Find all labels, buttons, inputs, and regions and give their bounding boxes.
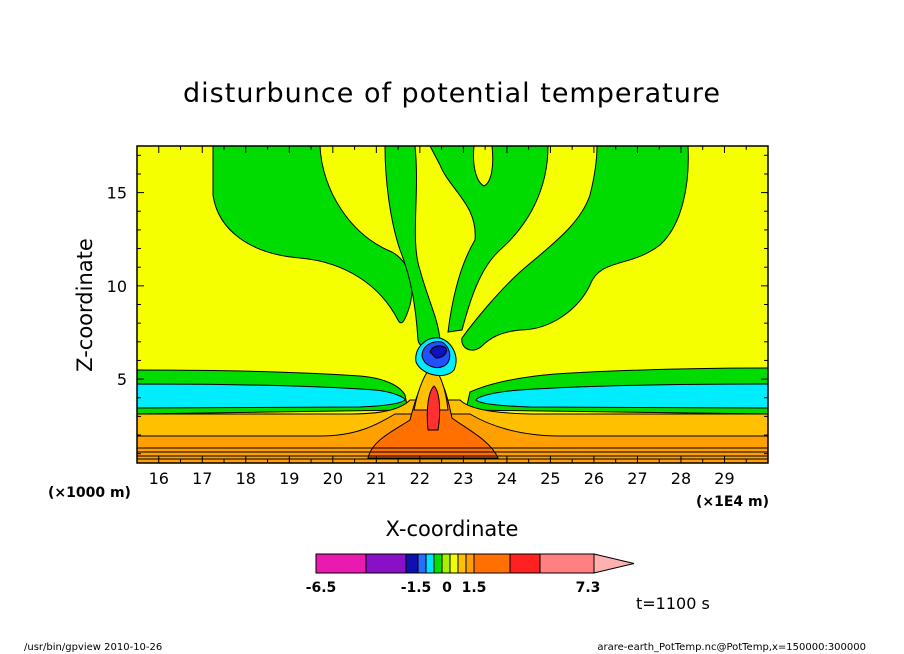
colorbar-label: -1.5	[401, 580, 432, 596]
red-core	[426, 385, 441, 431]
x-tick-labels: 16 17 18 19 20 21 22 23 24 25 26 27 28 29	[149, 469, 735, 488]
x-tick-label: 18	[236, 469, 256, 488]
colorbar-label: 7.3	[576, 580, 601, 596]
green-region	[461, 146, 689, 351]
time-label: t=1100 s	[636, 594, 710, 613]
x-tick-label: 23	[453, 469, 473, 488]
colorbar-swatch	[433, 553, 443, 574]
axis-ticks	[136, 146, 769, 463]
colorbar-arrow	[593, 553, 635, 574]
cyan-region	[137, 383, 406, 409]
colorbar-swatch	[425, 553, 435, 574]
green-region	[429, 146, 549, 333]
x-tick-label: 27	[627, 469, 647, 488]
colorbar-swatch	[417, 553, 427, 574]
colorbar	[315, 553, 635, 574]
colorbar-swatch	[315, 553, 367, 574]
y-tick-label: 5	[117, 370, 127, 389]
x-tick-label: 24	[497, 469, 517, 488]
cyan-region	[475, 383, 768, 409]
green-region	[212, 146, 413, 324]
y-tick-labels: 5 10 15	[107, 184, 127, 389]
x-axis-label: X-coordinate	[386, 517, 519, 541]
x-unit-left: (×1000 m)	[48, 485, 131, 501]
colorbar-swatch	[509, 553, 541, 574]
colorbar-swatch	[449, 553, 459, 574]
x-tick-label: 25	[540, 469, 560, 488]
colorbar-swatch	[539, 553, 595, 574]
colorbar-swatch	[365, 553, 407, 574]
x-tick-label: 17	[192, 469, 212, 488]
x-tick-label: 21	[366, 469, 386, 488]
footer-right: arare-earth_PotTemp.nc@PotTemp,x=150000:…	[597, 642, 866, 653]
colorbar-label: 0	[442, 580, 452, 596]
y-tick-label: 15	[107, 184, 127, 203]
colorbar-swatch	[473, 553, 511, 574]
y-axis-label: Z-coordinate	[73, 238, 97, 372]
colorbar-swatch	[457, 553, 467, 574]
x-tick-label: 28	[671, 469, 691, 488]
x-tick-label: 19	[279, 469, 299, 488]
colorbar-swatch	[405, 553, 419, 574]
x-unit-right: (×1E4 m)	[696, 494, 769, 510]
colorbar-swatch	[441, 553, 451, 574]
footer-left: /usr/bin/gpview 2010-10-26	[24, 642, 162, 653]
x-tick-label: 29	[714, 469, 734, 488]
x-tick-label: 26	[584, 469, 604, 488]
contour-field	[137, 146, 768, 463]
colorbar-labels: -6.5 -1.5 0 1.5 7.3	[306, 580, 601, 596]
y-tick-label: 10	[107, 277, 127, 296]
colorbar-label: -6.5	[306, 580, 337, 596]
x-tick-label: 16	[149, 469, 169, 488]
colorbar-label: 1.5	[462, 580, 487, 596]
chart-title: disturbunce of potential temperature	[183, 78, 721, 109]
x-tick-label: 22	[410, 469, 430, 488]
navy-cap	[429, 345, 447, 359]
x-tick-label: 20	[323, 469, 343, 488]
colorbar-swatch	[465, 553, 475, 574]
yellow-pocket	[473, 146, 494, 187]
